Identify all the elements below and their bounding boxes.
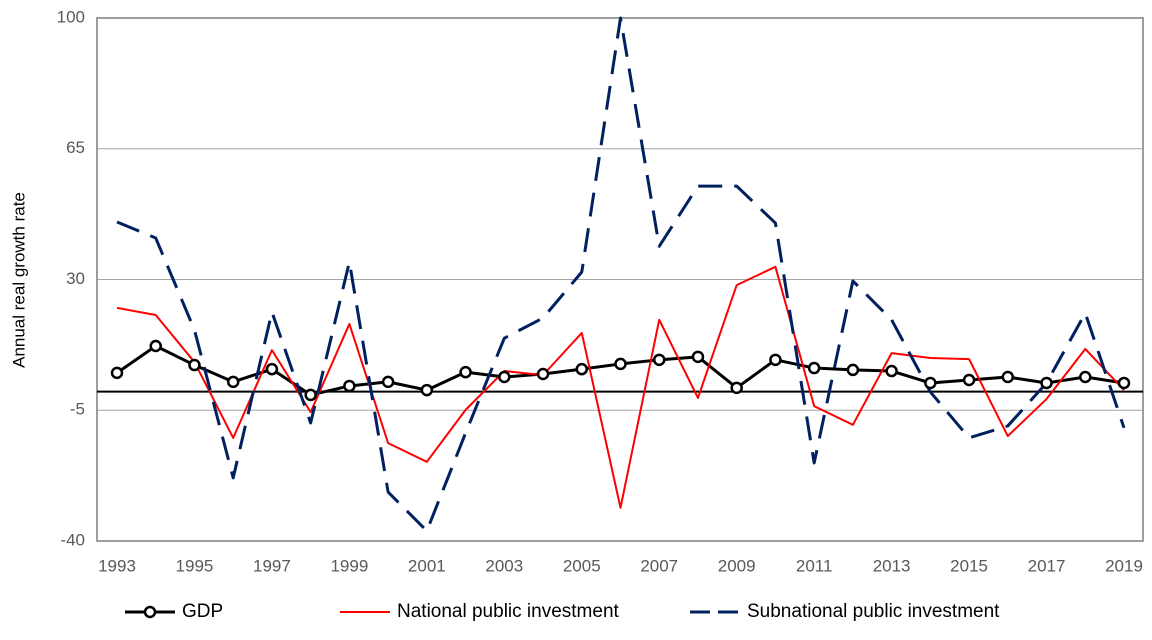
data-point: [652, 353, 666, 367]
x-tick-label: 2011: [796, 556, 833, 575]
x-tick-label: 2015: [950, 556, 988, 575]
x-tick-label: 2003: [485, 556, 523, 575]
x-tick-label: 2019: [1105, 556, 1143, 575]
data-point: [536, 367, 550, 381]
x-tick-label: 2001: [408, 556, 446, 575]
data-point: [498, 370, 511, 384]
x-tick-label: 2005: [563, 556, 601, 575]
y-tick-label: -40: [60, 530, 85, 549]
data-point: [226, 375, 240, 389]
x-tick-label: 2013: [873, 556, 911, 575]
data-point: [420, 383, 434, 397]
data-point: [265, 362, 279, 376]
series-line: [116, 16, 1126, 533]
legend-marker: [143, 605, 157, 619]
data-point: [614, 357, 627, 371]
data-point: [149, 339, 162, 353]
legend-label: GDP: [182, 601, 223, 622]
x-tick-label: 1999: [330, 556, 368, 575]
data-point: [575, 362, 589, 376]
data-point: [962, 373, 976, 387]
data-point: [459, 365, 472, 379]
data-point: [304, 388, 317, 402]
y-tick-label: -5: [70, 400, 85, 419]
data-point: [343, 379, 356, 393]
series-line: [116, 265, 1125, 509]
legend-label: Subnational public investment: [747, 601, 1000, 622]
data-point: [885, 364, 898, 378]
y-tick-label: 100: [57, 7, 85, 26]
data-point: [1040, 376, 1053, 390]
data-point: [188, 358, 201, 372]
x-tick-label: 1997: [253, 556, 291, 575]
data-point: [110, 366, 124, 380]
x-tick-label: 2007: [640, 556, 678, 575]
data-point: [691, 350, 705, 364]
data-point: [730, 381, 743, 395]
legend-label: National public investment: [397, 601, 620, 622]
data-point: [1079, 370, 1092, 384]
data-point: [1117, 376, 1131, 390]
data-point: [769, 353, 782, 367]
x-tick-label: 1993: [98, 556, 136, 575]
data-point: [807, 361, 821, 375]
y-tick-label: 65: [66, 138, 85, 157]
data-point: [924, 376, 937, 390]
data-point: [1001, 370, 1015, 384]
x-tick-label: 1995: [176, 556, 214, 575]
y-axis-label: Annual real growth rate: [9, 192, 28, 368]
y-tick-label: 30: [66, 269, 85, 288]
data-point: [846, 363, 860, 377]
data-point: [381, 375, 395, 389]
x-tick-label: 2017: [1028, 556, 1066, 575]
x-tick-label: 2009: [718, 556, 756, 575]
